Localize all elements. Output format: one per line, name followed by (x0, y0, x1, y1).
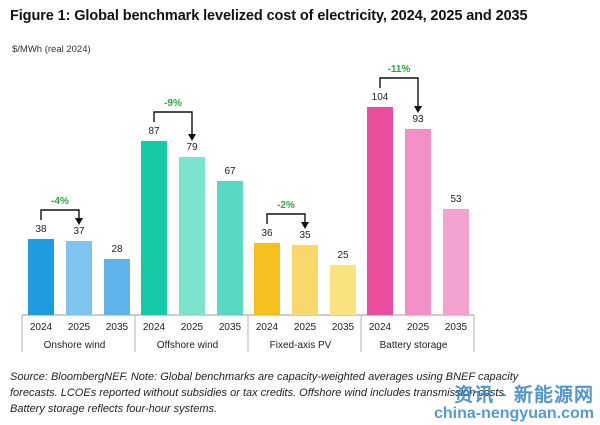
year-tick-label: 2025 (407, 322, 430, 333)
bar-offshore-wind-2035 (217, 181, 243, 315)
change-arrowhead (301, 222, 309, 229)
change-arrowhead (75, 218, 83, 225)
chart-title: Figure 1: Global benchmark levelized cos… (10, 8, 528, 24)
year-tick-label: 2035 (332, 322, 355, 333)
bar-onshore-wind-2024 (28, 239, 54, 315)
year-tick-label: 2025 (181, 322, 204, 333)
year-tick-label: 2024 (256, 322, 279, 333)
bar-fixed-axis-pv-2035 (330, 265, 356, 315)
bar-battery-storage-2024 (367, 107, 393, 315)
data-label: 28 (111, 244, 123, 255)
data-label: 87 (148, 126, 160, 137)
data-label: 104 (372, 92, 389, 103)
data-label: 79 (186, 142, 198, 153)
data-label: 53 (450, 194, 462, 205)
year-tick-label: 2024 (143, 322, 166, 333)
group-label: Onshore wind (44, 340, 106, 351)
change-label: -2% (277, 200, 295, 211)
group-label: Offshore wind (157, 340, 219, 351)
change-arrowhead (188, 134, 196, 141)
bar-offshore-wind-2024 (141, 141, 167, 315)
year-tick-label: 2025 (294, 322, 317, 333)
year-tick-label: 2024 (369, 322, 392, 333)
source-line-2: forecasts. LCOEs reported without subsid… (10, 387, 508, 399)
change-bracket (153, 111, 193, 135)
bar-battery-storage-2025 (405, 129, 431, 315)
data-label: 25 (337, 250, 349, 261)
year-tick-label: 2025 (68, 322, 91, 333)
year-tick-label: 2024 (30, 322, 53, 333)
change-bracket (266, 213, 306, 224)
group-label: Fixed-axis PV (270, 340, 332, 351)
change-bracket (40, 209, 80, 220)
change-arrowhead (414, 106, 422, 113)
year-tick-label: 2035 (445, 322, 468, 333)
source-line-1: Source: BloombergNEF. Note: Global bench… (10, 371, 519, 383)
data-label: 37 (73, 226, 85, 237)
bar-battery-storage-2035 (443, 209, 469, 315)
data-label: 38 (35, 224, 47, 235)
y-axis-unit-label: $/MWh (real 2024) (12, 44, 91, 55)
change-bracket (379, 77, 419, 107)
bar-onshore-wind-2035 (104, 259, 130, 315)
bar-fixed-axis-pv-2024 (254, 243, 280, 315)
group-label: Battery storage (380, 340, 448, 351)
change-label: -4% (51, 196, 69, 207)
source-line-3: Battery storage reflects four-hour syste… (10, 403, 218, 415)
change-label: -9% (164, 98, 182, 109)
data-label: 93 (412, 114, 424, 125)
bar-offshore-wind-2025 (179, 157, 205, 315)
change-label: -11% (388, 64, 411, 75)
watermark-line-1: 资讯 · 新能源网 (454, 385, 594, 406)
data-label: 36 (261, 228, 273, 239)
bar-onshore-wind-2025 (66, 241, 92, 315)
year-tick-label: 2035 (219, 322, 242, 333)
data-label: 67 (224, 166, 236, 177)
watermark-line-2: china-nengyuan.com (433, 405, 594, 422)
watermark: 资讯 · 新能源网 china-nengyuan.com (434, 380, 594, 423)
bar-fixed-axis-pv-2025 (292, 245, 318, 315)
year-tick-label: 2035 (106, 322, 129, 333)
data-label: 35 (299, 230, 311, 241)
source-note: Source: BloombergNEF. Note: Global bench… (10, 369, 590, 417)
